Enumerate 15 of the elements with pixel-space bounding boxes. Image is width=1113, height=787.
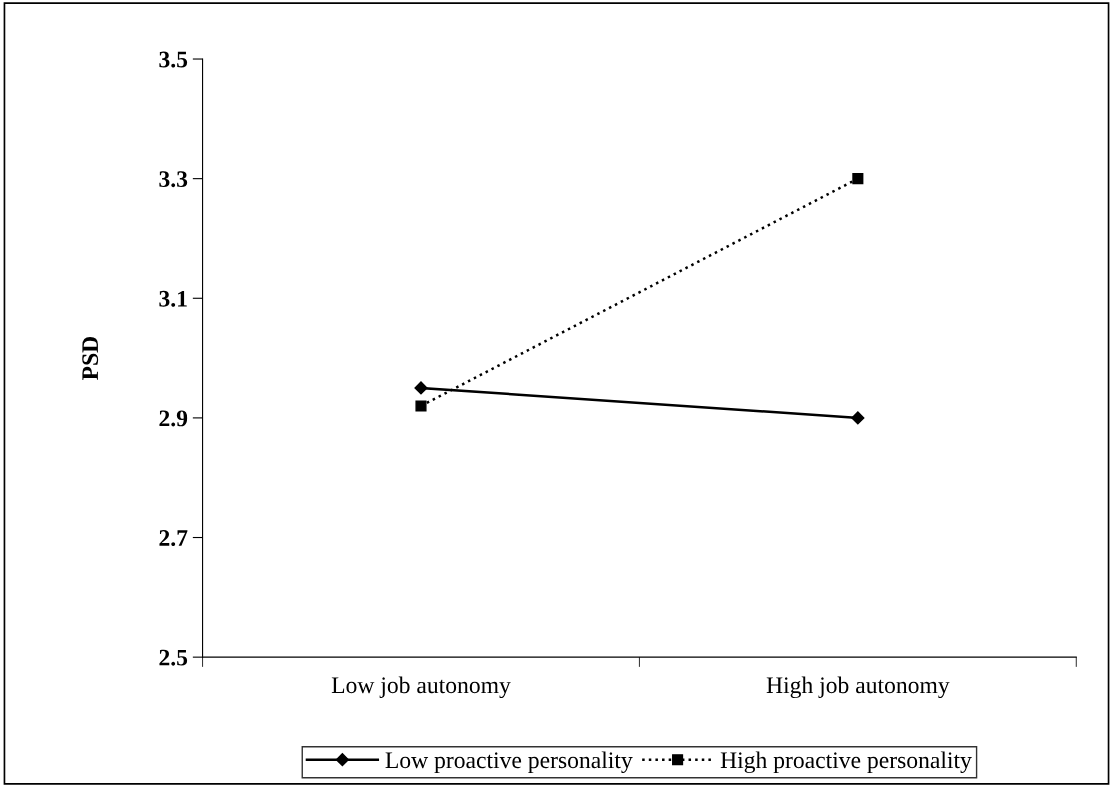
x-tick-label: Low job autonomy	[331, 676, 511, 699]
y-tick-label: 2.5	[159, 649, 188, 666]
point	[851, 411, 865, 425]
point	[852, 173, 864, 185]
y-tick-label: 3.3	[159, 171, 188, 188]
y-tick-label: 2.9	[159, 410, 188, 427]
x-tick-label: High job autonomy	[766, 676, 950, 699]
y-axis-title: PSD	[82, 336, 99, 380]
y-tick-label: 3.5	[159, 51, 188, 68]
y-tick-label: 3.1	[159, 290, 187, 307]
legend-label: High proactive personality	[720, 751, 972, 774]
point	[415, 400, 427, 412]
point	[414, 381, 428, 395]
legend-label: Low proactive personality	[385, 751, 633, 774]
y-tick-label: 2.7	[159, 530, 188, 547]
